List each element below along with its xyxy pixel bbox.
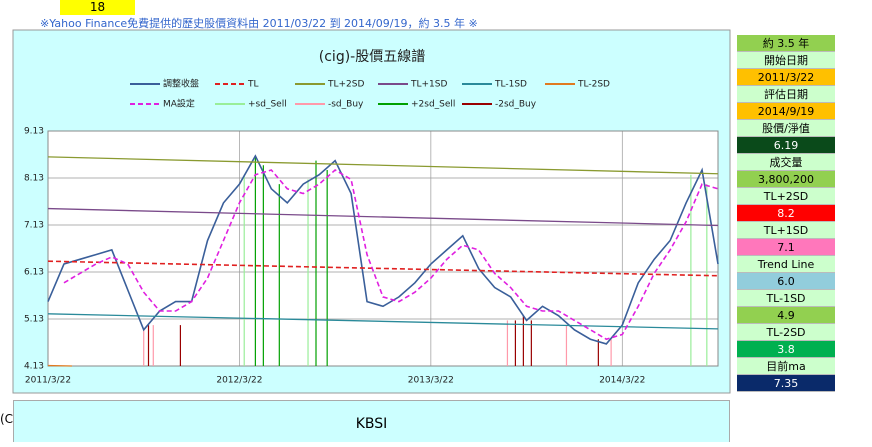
side-cell: 約 3.5 年 xyxy=(737,35,835,52)
legend-label: TL+1SD xyxy=(410,80,447,90)
y-tick-label: 8.13 xyxy=(24,174,44,184)
side-cell: 6.0 xyxy=(737,273,835,290)
chart-title: (cig)-股價五線譜 xyxy=(319,48,425,65)
side-cell: 4.9 xyxy=(737,307,835,324)
legend-label: -sd_Buy xyxy=(328,100,364,110)
side-cell: 3.8 xyxy=(737,341,835,358)
x-tick-label: 2011/3/22 xyxy=(25,376,71,386)
side-cell: Trend Line xyxy=(737,256,835,273)
side-cell: 8.2 xyxy=(737,205,835,222)
legend-label: TL+2SD xyxy=(327,80,364,90)
side-cell: 成交量 xyxy=(737,154,835,171)
side-cell: TL+2SD xyxy=(737,188,835,205)
legend-label: TL-1SD xyxy=(494,80,527,90)
side-cell: TL+1SD xyxy=(737,222,835,239)
legend-label: 調整收盤 xyxy=(163,78,199,90)
y-tick-label: 7.13 xyxy=(24,221,44,231)
side-cell: 目前ma xyxy=(737,358,835,375)
y-tick-label: 6.13 xyxy=(24,268,44,278)
y-tick-label: 9.13 xyxy=(24,127,44,137)
legend-label: -2sd_Buy xyxy=(495,100,537,110)
legend-label: TL-2SD xyxy=(577,80,610,90)
side-cell: 7.35 xyxy=(737,375,835,392)
side-cell: 7.1 xyxy=(737,239,835,256)
chart: (cig)-股價五線譜 4.13 5.13 6.13 7.13 8.13 9.13 2011… xyxy=(0,0,736,400)
side-cell: 股價/淨值 xyxy=(737,120,835,137)
x-tick-label: 2014/3/22 xyxy=(599,376,645,386)
fragment: (C xyxy=(0,412,13,426)
side-cell: TL-1SD xyxy=(737,290,835,307)
side-cell: 6.19 xyxy=(737,137,835,154)
x-tick-label: 2012/3/22 xyxy=(216,376,262,386)
y-tick-label: 5.13 xyxy=(24,315,44,325)
legend-label: MA設定 xyxy=(163,98,195,110)
legend-label: +2sd_Sell xyxy=(411,100,455,110)
legend-label: TL xyxy=(247,80,259,90)
x-tick-label: 2013/3/22 xyxy=(408,376,454,386)
side-cell: 評估日期 xyxy=(737,86,835,103)
side-cell: TL-2SD xyxy=(737,324,835,341)
side-cell: 3,800,200 xyxy=(737,171,835,188)
legend-label: +sd_Sell xyxy=(248,100,287,110)
side-cell: 2011/3/22 xyxy=(737,69,835,86)
side-cell: 2014/9/19 xyxy=(737,103,835,120)
side-cell: 開始日期 xyxy=(737,52,835,69)
kbsi-panel: KBSI xyxy=(13,400,730,442)
y-tick-label: 4.13 xyxy=(24,362,44,372)
